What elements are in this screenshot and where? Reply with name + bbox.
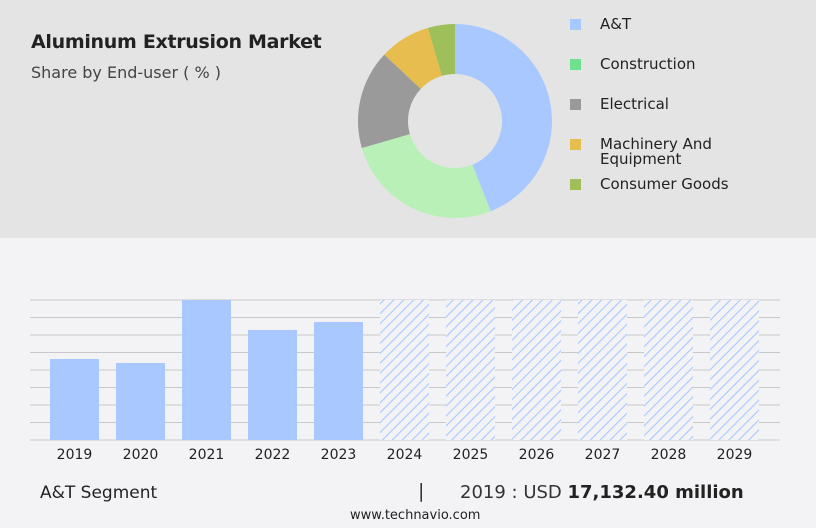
x-tick-label: 2019 xyxy=(57,447,93,463)
bar-2024 xyxy=(380,300,429,440)
donut-slice-3 xyxy=(384,27,442,89)
x-tick-label: 2023 xyxy=(321,447,357,463)
bar-2027 xyxy=(578,300,627,440)
legend-swatch xyxy=(570,99,581,110)
bar-2025 xyxy=(446,300,495,440)
x-tick-label: 2020 xyxy=(123,447,159,463)
x-tick-label: 2022 xyxy=(255,447,291,463)
value-amount: 17,132.40 million xyxy=(567,482,744,503)
donut-slice-4 xyxy=(427,24,455,76)
legend-item: Construction xyxy=(570,57,740,72)
legend-swatch xyxy=(570,179,581,190)
bar-2029 xyxy=(710,300,759,440)
legend-label: Consumer Goods xyxy=(600,175,729,193)
bar-2026 xyxy=(512,300,561,440)
source-link[interactable]: www.technavio.com xyxy=(350,508,481,523)
legend-swatch xyxy=(570,19,581,30)
legend-label: Construction xyxy=(600,55,696,73)
bar-2019 xyxy=(50,358,99,440)
bar-2021 xyxy=(182,300,231,440)
donut-slice-0 xyxy=(455,24,552,212)
donut-slice-1 xyxy=(361,134,491,219)
x-tick-label: 2024 xyxy=(387,447,423,463)
legend-label: A&T xyxy=(600,15,632,33)
x-tick-label: 2025 xyxy=(453,447,489,463)
bar-chart: 2019 2020 2021 2022 2023 2024 2025 2026 2027 2028… xyxy=(30,299,780,463)
segment-value: 2019 : USD 17,132.40 million xyxy=(460,482,744,503)
segment-label: A&T Segment xyxy=(40,483,158,503)
legend-swatch xyxy=(570,139,581,150)
x-tick-label: 2028 xyxy=(651,447,687,463)
bar-2028 xyxy=(644,300,693,440)
x-tick-label: 2026 xyxy=(519,447,555,463)
chart-subtitle: Share by End-user ( % ) xyxy=(31,63,221,82)
legend-item: A&T xyxy=(570,17,740,32)
x-tick-label: 2029 xyxy=(717,447,753,463)
bar-2020 xyxy=(116,362,165,440)
legend-label: Machinery And Equipment xyxy=(600,135,712,168)
year-label: 2019 : USD xyxy=(460,482,568,503)
chart-title: Aluminum Extrusion Market xyxy=(31,31,322,53)
donut-slice-2 xyxy=(357,54,421,149)
x-tick-label: 2021 xyxy=(189,447,225,463)
legend-item: Consumer Goods xyxy=(570,177,740,192)
donut-chart xyxy=(357,24,552,219)
bar-2022 xyxy=(248,329,297,440)
legend-item: Machinery And Equipment xyxy=(570,137,740,167)
legend-swatch xyxy=(570,59,581,70)
legend-label: Electrical xyxy=(600,95,669,113)
separator: | xyxy=(418,480,425,502)
x-tick-label: 2027 xyxy=(585,447,621,463)
legend-item: Electrical xyxy=(570,97,740,112)
bar-2023 xyxy=(314,321,363,440)
